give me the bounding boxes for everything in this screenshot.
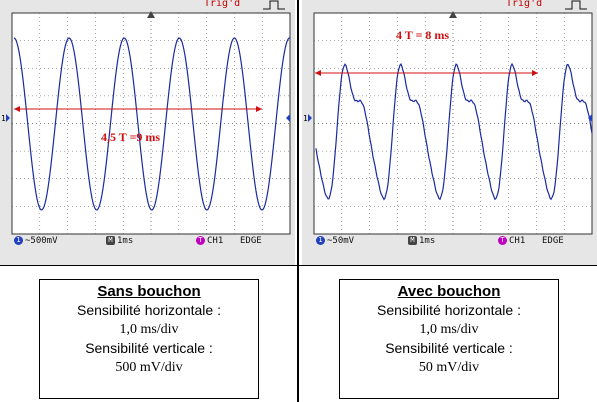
time-value-right: 1ms [419, 236, 436, 246]
channel-one-icon: 1 [14, 236, 23, 245]
channel-value-right: CH1 [509, 236, 526, 246]
volts-value-left: 500mV [30, 236, 58, 246]
channel-value-left: CH1 [207, 236, 224, 246]
time-value-left: 1ms [117, 236, 134, 246]
caption-box-left: Sans bouchon Sensibilité horizontale : 1… [39, 279, 259, 399]
channel-readout-right: T CH1 [498, 236, 525, 246]
scope-screen-left [6, 11, 291, 235]
volts-readout-left: 1 ~500mV [14, 236, 58, 246]
channel-marker-left: 1 [1, 114, 6, 123]
grid-left [12, 13, 290, 234]
volts-readout-right: 1 ~50mV [316, 236, 354, 246]
horizontal-sensitivity-value-left: 1,0 ms/div [119, 322, 179, 337]
trigger-marker-right [449, 11, 457, 18]
horizontal-divider [0, 265, 597, 266]
vertical-sensitivity-value-left: 500 mV/div [115, 360, 183, 375]
level-marker-left [286, 114, 290, 122]
trigger-source-icon: T [498, 236, 507, 245]
horizontal-sensitivity-label-left: Sensibilité horizontale : [77, 302, 221, 318]
trigger-mode-left: EDGE [240, 236, 262, 246]
trig-status-left: Trig'd [204, 0, 241, 9]
trigger-marker-left [147, 11, 155, 18]
vertical-sensitivity-label-right: Sensibilité verticale : [385, 340, 513, 356]
level-marker-right [588, 114, 592, 122]
time-icon: M [408, 236, 417, 245]
trigger-source-icon: T [196, 236, 205, 245]
ground-marker-left [6, 114, 10, 122]
oscilloscope-left: Trig'd 1 4,5 T =9 ms 1 ~500mV M 1ms T CH1 E… [0, 0, 295, 265]
volts-value-right: 50mV [332, 236, 355, 246]
period-annotation-left: 4,5 T =9 ms [101, 130, 161, 144]
trigger-mode-right: EDGE [542, 236, 564, 246]
horizontal-sensitivity-value-right: 1,0 ms/div [419, 322, 479, 337]
ground-marker-right [308, 114, 312, 122]
edge-icon-left [263, 0, 285, 10]
oscilloscope-right: Trig'd 1 4 T = 8 ms 1 ~50mV M 1ms T CH1 EDG… [302, 0, 597, 265]
signal-trace-right [315, 62, 593, 201]
horizontal-sensitivity-label-right: Sensibilité horizontale : [377, 302, 521, 318]
signal-trace-left [13, 37, 290, 211]
time-readout-right: M 1ms [408, 236, 435, 246]
vertical-sensitivity-label-left: Sensibilité verticale : [85, 340, 213, 356]
vertical-sensitivity-value-right: 50 mV/div [418, 360, 480, 375]
arrow-head-right-end [532, 70, 538, 76]
channel-readout-left: T CH1 [196, 236, 223, 246]
scope-screen-right [308, 11, 593, 235]
caption-title-right: Avec bouchon [397, 283, 501, 300]
vertical-divider [297, 0, 299, 402]
channel-one-icon: 1 [316, 236, 325, 245]
channel-marker-right: 1 [303, 114, 308, 123]
trig-status-right: Trig'd [506, 0, 543, 9]
time-icon: M [106, 236, 115, 245]
arrow-head-right-start [315, 70, 321, 76]
time-readout-left: M 1ms [106, 236, 133, 246]
grid-right [314, 13, 592, 234]
arrow-head-left-end [256, 106, 262, 112]
caption-title-left: Sans bouchon [97, 283, 201, 300]
edge-icon-right [565, 0, 587, 10]
arrow-head-left-start [14, 106, 20, 112]
caption-box-right: Avec bouchon Sensibilité horizontale : 1… [339, 279, 559, 399]
period-annotation-right: 4 T = 8 ms [396, 28, 450, 42]
